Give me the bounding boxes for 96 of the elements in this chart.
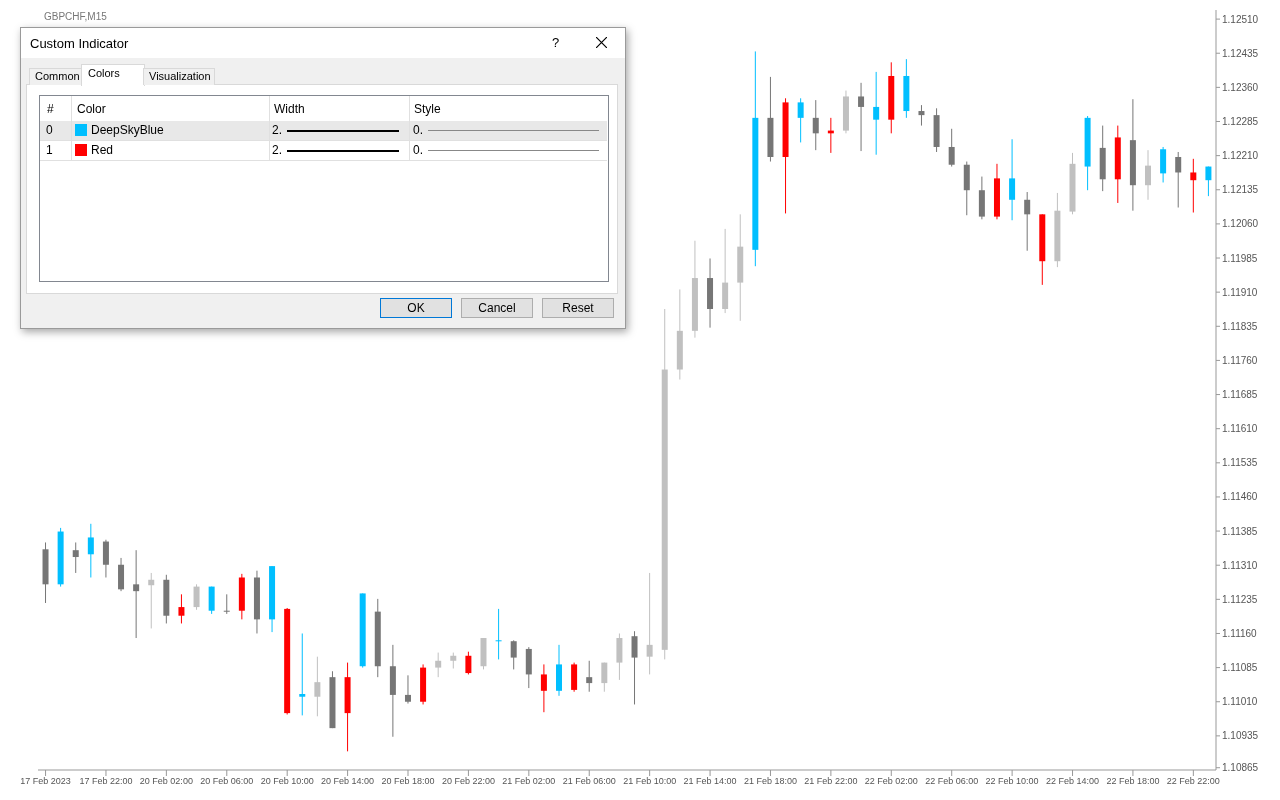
x-tick-label: 20 Feb 02:00: [139, 776, 193, 787]
annotation: Custom Indicator: [30, 36, 129, 51]
y-tick-label: 1.12360: [1222, 81, 1259, 93]
candlestick: [435, 652, 442, 678]
x-tick-label: 20 Feb 18:00: [381, 776, 435, 787]
y-tick-label: 1.12060: [1222, 218, 1259, 230]
annotation: 0.: [413, 143, 424, 157]
y-tick-label: 1.11835: [1222, 320, 1258, 332]
x-tick-label: 22 Feb 10:00: [985, 776, 1039, 787]
annotation: Style: [414, 102, 441, 116]
y-tick-label: 1.10935: [1222, 730, 1259, 742]
y-tick-label: 1.12285: [1222, 116, 1259, 128]
candlestick: [918, 104, 925, 127]
candlestick: [299, 632, 306, 716]
candlestick: [540, 663, 547, 713]
candlestick: [314, 656, 321, 717]
annotation: OK: [380, 298, 452, 318]
chart-title: GBPCHF,M15: [44, 11, 107, 22]
x-tick-label: 20 Feb 10:00: [260, 776, 314, 787]
annotation: Common: [35, 70, 80, 82]
y-tick-label: 1.11760: [1222, 354, 1258, 366]
candlestick: [646, 572, 653, 675]
candlestick: [193, 583, 200, 611]
x-tick-label: 21 Feb 22:00: [804, 776, 858, 787]
x-tick-label: 20 Feb 22:00: [441, 776, 495, 787]
y-tick-label: 1.11535: [1222, 457, 1258, 469]
y-tick-label: 1.11460: [1222, 491, 1258, 503]
x-tick-label: 22 Feb 02:00: [864, 776, 918, 787]
y-tick-label: 1.12210: [1222, 150, 1259, 162]
annotation: 0.: [413, 123, 424, 137]
annotation: Cancel: [461, 298, 533, 318]
annotation: #: [47, 102, 54, 116]
x-tick-label: 21 Feb 06:00: [562, 776, 616, 787]
y-tick-label: 1.11310: [1222, 559, 1258, 571]
candlestick: [465, 651, 472, 675]
candlestick: [1009, 138, 1016, 221]
x-tick-label: 17 Feb 22:00: [79, 776, 133, 787]
candlestick: [102, 539, 109, 578]
candlestick: [223, 593, 230, 615]
annotation: 1: [46, 143, 53, 157]
y-tick-label: 1.12435: [1222, 47, 1259, 59]
candlestick: [631, 630, 638, 705]
candlestick: [948, 128, 955, 168]
annotation: Visualization: [149, 70, 211, 82]
x-tick-label: 21 Feb 14:00: [683, 776, 737, 787]
x-tick-label: 21 Feb 10:00: [623, 776, 677, 787]
candlestick: [873, 71, 880, 156]
candlestick: [87, 523, 94, 578]
candlestick: [1190, 158, 1197, 214]
y-tick-label: 1.11985: [1222, 252, 1258, 264]
candlestick: [495, 608, 502, 660]
x-tick-label: 22 Feb 18:00: [1106, 776, 1160, 787]
y-tick-label: 1.11685: [1222, 389, 1258, 401]
y-tick-label: 1.11010: [1222, 696, 1258, 708]
annotation: Color: [77, 102, 106, 116]
y-tick-label: 1.12510: [1222, 13, 1259, 25]
y-tick-label: 1.11910: [1222, 286, 1258, 298]
candlestick: [858, 82, 865, 152]
candlestick: [1024, 191, 1031, 252]
y-tick-label: 1.11385: [1222, 525, 1258, 537]
y-tick-label: 1.11160: [1222, 628, 1258, 640]
y-tick-label: 1.11610: [1222, 423, 1258, 435]
x-tick-label: 22 Feb 22:00: [1166, 776, 1220, 787]
annotation: 2.: [272, 143, 283, 157]
candlestick: [178, 593, 185, 624]
candlestick: [133, 549, 140, 639]
y-tick-label: 1.10865: [1222, 762, 1259, 774]
x-tick-label: 22 Feb 14:00: [1046, 776, 1100, 787]
x-tick-label: 22 Feb 06:00: [925, 776, 979, 787]
candlestick: [510, 639, 517, 670]
annotation: DeepSkyBlue: [91, 123, 164, 137]
annotation: ?: [552, 35, 560, 50]
annotation: Width: [274, 102, 305, 116]
annotation: 0: [46, 123, 53, 137]
annotation: Reset: [542, 298, 614, 318]
x-tick-label: 21 Feb 02:00: [502, 776, 556, 787]
x-tick-label: 21 Feb 18:00: [743, 776, 797, 787]
candlestick: [1175, 151, 1182, 209]
annotation: Red: [91, 143, 114, 157]
candlestick: [812, 99, 819, 151]
candlestick: [72, 541, 79, 574]
y-tick-label: 1.11085: [1222, 662, 1258, 674]
x-tick-label: 17 Feb 2023: [20, 776, 71, 787]
candlestick: [404, 674, 411, 705]
annotation: Colors: [88, 67, 120, 79]
candlestick: [601, 662, 608, 693]
candlestick: [1145, 149, 1152, 201]
x-tick-label: 20 Feb 06:00: [200, 776, 254, 787]
annotation: 2.: [272, 123, 283, 137]
candlestick: [1205, 166, 1212, 197]
y-tick-label: 1.11235: [1222, 593, 1258, 605]
candlestick: [148, 572, 155, 629]
x-tick-label: 20 Feb 14:00: [321, 776, 375, 787]
candlestick: [797, 97, 804, 143]
y-tick-label: 1.12135: [1222, 184, 1259, 196]
candlestick: [586, 660, 593, 693]
